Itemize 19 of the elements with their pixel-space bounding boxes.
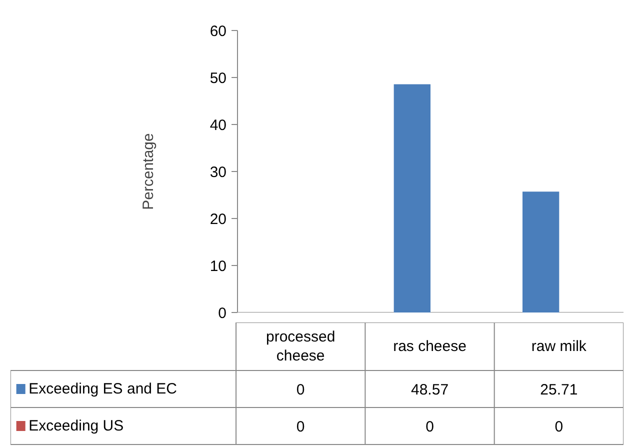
y-tick-label: 50: [210, 70, 227, 87]
x-tick-label: ras cheese: [393, 338, 466, 355]
y-tick-label: 10: [210, 258, 227, 275]
y-tick-label: 30: [210, 164, 227, 181]
y-axis-title: Percentage: [140, 133, 157, 210]
y-tick-label: 40: [210, 117, 227, 134]
x-tick-label: processed cheese: [266, 328, 336, 364]
data-label: 25.71: [540, 382, 578, 398]
y-tick-label: 0: [218, 305, 226, 322]
y-tick-label: 60: [210, 23, 227, 40]
data-label: 0: [296, 418, 305, 436]
data-label: 0: [426, 418, 434, 436]
data-label: 0: [296, 382, 305, 398]
data-label: 48.57: [410, 382, 449, 398]
data-label: 0: [554, 418, 564, 436]
legend-label: Exceeding US: [28, 418, 124, 434]
y-tick-label: 20: [210, 211, 227, 228]
legend-label: Exceeding ES and EC: [28, 380, 178, 398]
x-tick-label: raw milk: [531, 338, 587, 355]
